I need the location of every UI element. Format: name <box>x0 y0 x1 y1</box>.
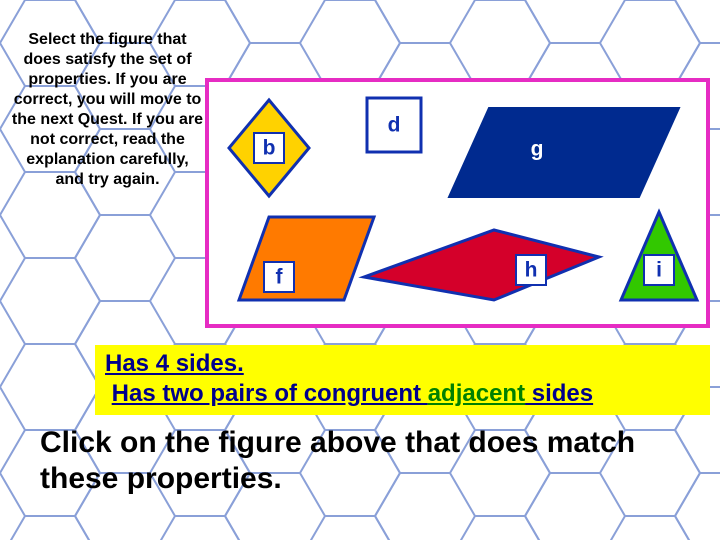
shape-f-label: f <box>276 266 284 289</box>
shape-g-label: g <box>531 138 544 161</box>
instructions-text: Select the figure that does satisfy the … <box>10 30 205 190</box>
shape-d-label: d <box>388 114 401 137</box>
properties-box: Has 4 sides. Has two pairs of congruent … <box>95 345 710 415</box>
shape-i-label: i <box>656 259 662 282</box>
shape-d[interactable]: d <box>367 98 421 152</box>
property-2: Has two pairs of congruent adjacent side… <box>105 380 593 407</box>
property-1: Has 4 sides. <box>105 350 244 377</box>
shape-b[interactable]: b <box>229 100 309 196</box>
shape-h[interactable]: h <box>364 230 599 300</box>
shape-h-poly <box>364 230 599 300</box>
shape-f[interactable]: f <box>239 217 374 300</box>
click-prompt: Click on the figure above that does matc… <box>40 425 700 497</box>
shape-b-label: b <box>263 137 276 160</box>
shape-panel: b d g f h <box>205 78 710 328</box>
shape-g-poly <box>449 108 679 197</box>
shape-i[interactable]: i <box>621 212 697 300</box>
shape-h-label: h <box>525 259 538 282</box>
shape-f-poly <box>239 217 374 300</box>
shape-g[interactable]: g <box>449 108 679 197</box>
shapes-svg: b d g f h <box>209 82 706 324</box>
